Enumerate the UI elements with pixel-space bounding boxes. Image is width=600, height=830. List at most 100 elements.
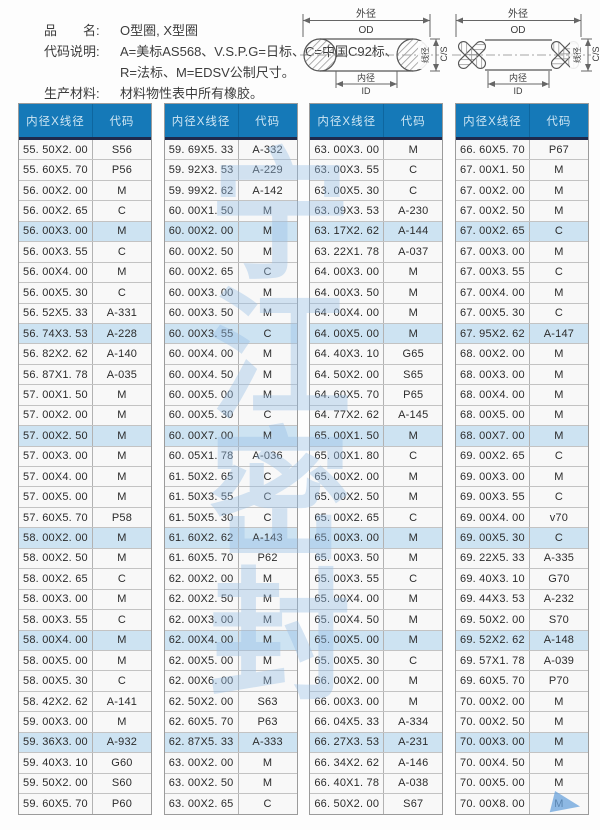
table-row: 56. 82X2. 62 A-140 [19,344,151,365]
table-row: 60. 00X4. 50 M [164,364,297,386]
cell-code: A-232 [543,593,575,606]
cell-size: 69. 00X3. 00 [456,467,530,487]
table-row: 59. 36X3. 00 A-932 [19,732,151,754]
table-header-row: 内径X线径 代码 [310,104,443,140]
cell-code: G65 [402,348,424,361]
cell-code: M [554,205,564,218]
table-row: 63. 17X2. 62 A-144 [310,221,443,243]
cell-code: M [262,777,273,790]
col-header-code: 代码 [400,115,426,128]
table-row: 63. 00X3. 00 M [310,140,443,161]
od-label-cn: 外径 [508,7,528,20]
table-header-row: 内径X线径 代码 [19,104,151,140]
cell-size: 63. 00X2. 50 [165,773,239,793]
cell-code: S63 [257,695,278,708]
cell-size: 59. 40X3. 10 [19,753,93,773]
table-row: 62. 60X5. 70 P63 [164,712,297,733]
cell-size: 60. 00X3. 55 [165,323,239,344]
cell-code: M [408,695,418,708]
cell-size: 68. 00X7. 00 [456,426,530,446]
table-row: 69. 00X3. 00 M [455,467,588,488]
table-row: 64. 60X5. 70 P65 [310,385,443,406]
cell-code: A-228 [106,327,138,340]
o-ring-diagram: 外径 OD 内径 ID 线径 C/S [300,7,447,96]
cell-size: 69. 40X3. 10 [456,569,530,589]
cell-size: 63. 00X3. 00 [310,140,385,160]
table-row: 58. 00X2. 50 M [19,548,151,570]
cell-size: 69. 00X5. 30 [456,528,530,548]
table-row: 56. 74X3. 53 A-228 [19,323,151,345]
table-row: 61. 60X2. 62 A-143 [164,528,297,549]
table-row: 70. 00X2. 00 M [455,691,588,713]
cell-size: 69. 52X2. 62 [456,630,530,650]
cell-code: M [262,634,273,647]
cell-size: 70. 00X3. 00 [456,732,530,753]
cell-code: C [117,572,127,585]
cell-size: 57. 00X4. 00 [19,467,93,487]
table-row: 62. 00X2. 50 M [164,589,297,611]
product-name-value: O型圈, X型圈 [120,23,199,38]
cell-size: 66. 40X1. 78 [310,773,385,793]
cell-size: 59. 00X3. 00 [19,712,93,732]
table-row: 56. 87X1. 78 A-035 [19,364,151,386]
cs-label-en: C/S [439,46,447,61]
table-group-3: 内径X线径 代码 63. 00X3. 00 M 63. 00X3. 55 C 63. 00X… [309,103,444,816]
cs-label-cn: 线径 [572,47,582,63]
cell-code: C [554,491,563,504]
table-row: 62. 00X4. 00 M [164,630,297,651]
cell-size: 58. 00X4. 00 [19,630,93,650]
id-label-cn: 内径 [509,72,527,83]
table-row: 63. 00X5. 30 C [310,180,443,202]
table-row: 66. 50X2. 00 S67 [310,794,443,815]
cell-size: 57. 00X2. 00 [19,405,93,426]
cell-size: 60. 00X3. 00 [165,283,239,303]
code-legend-label: 代码说明: [44,44,100,59]
cell-code: A-229 [252,164,283,177]
cell-size: 62. 00X4. 00 [165,630,239,650]
table-row: 67. 00X3. 00 M [455,242,588,263]
cell-code: S70 [548,613,569,626]
cell-code: M [262,368,273,381]
cell-size: 67. 00X2. 50 [456,201,530,221]
cell-code: A-333 [252,736,283,749]
cell-size: 56. 00X5. 30 [19,283,93,303]
cell-size: 67. 95X2. 62 [456,323,530,344]
cell-code: C [117,245,127,258]
cell-code: A-334 [398,715,429,728]
cell-code: A-332 [252,143,283,156]
cell-code: C [117,675,127,688]
cell-size: 66. 00X3. 00 [310,691,385,712]
cell-code: S65 [403,368,424,381]
table-row: 59. 92X3. 53 A-229 [164,160,297,181]
cell-size: 59. 50X2. 00 [19,773,93,793]
cell-size: 62. 00X5. 00 [165,650,239,671]
table-row: 55. 50X2. 00 S56 [19,140,151,161]
cell-code: v70 [549,511,569,524]
cell-size: 70. 00X8. 00 [456,794,530,815]
table-row: 56. 52X5. 33 A-331 [19,303,151,324]
cell-size: 62. 50X2. 00 [165,691,239,712]
table-row: 65. 00X3. 50 M [310,548,443,570]
cell-size: 65. 00X2. 50 [310,487,385,507]
cell-code: P60 [111,798,133,811]
cell-size: 65. 00X4. 00 [310,589,385,610]
cell-code: M [262,388,273,401]
cell-size: 68. 00X2. 00 [456,344,530,364]
table-row: 66. 34X2. 62 A-146 [310,753,443,774]
cell-size: 65. 00X3. 00 [310,528,385,548]
cell-code: M [554,470,564,483]
table-row: 64. 00X3. 50 M [310,283,443,304]
table-row: 56. 00X5. 30 C [19,283,151,304]
cell-code: A-036 [252,450,283,463]
cell-size: 56. 82X2. 62 [19,344,93,364]
table-row: 60. 00X5. 00 M [164,385,297,406]
cell-code: A-145 [398,409,429,422]
table-row: 68. 00X3. 00 M [455,364,588,386]
cell-code: C [263,409,272,422]
cell-code: M [408,327,418,340]
table-row: 65. 00X1. 50 M [310,426,443,447]
cell-code: M [117,450,127,463]
cell-code: P65 [403,388,424,401]
table-row: 57. 00X5. 00 M [19,487,151,508]
od-label-cn: 外径 [356,7,376,20]
